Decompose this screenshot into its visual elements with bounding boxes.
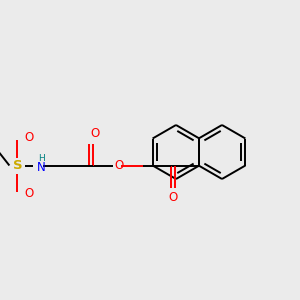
Text: O: O [25, 187, 34, 200]
Text: O: O [115, 159, 124, 172]
Text: O: O [25, 131, 34, 144]
Text: S: S [13, 159, 22, 172]
Text: N: N [37, 161, 46, 174]
Text: O: O [169, 191, 178, 204]
Text: H: H [38, 154, 45, 163]
Text: O: O [91, 127, 100, 140]
